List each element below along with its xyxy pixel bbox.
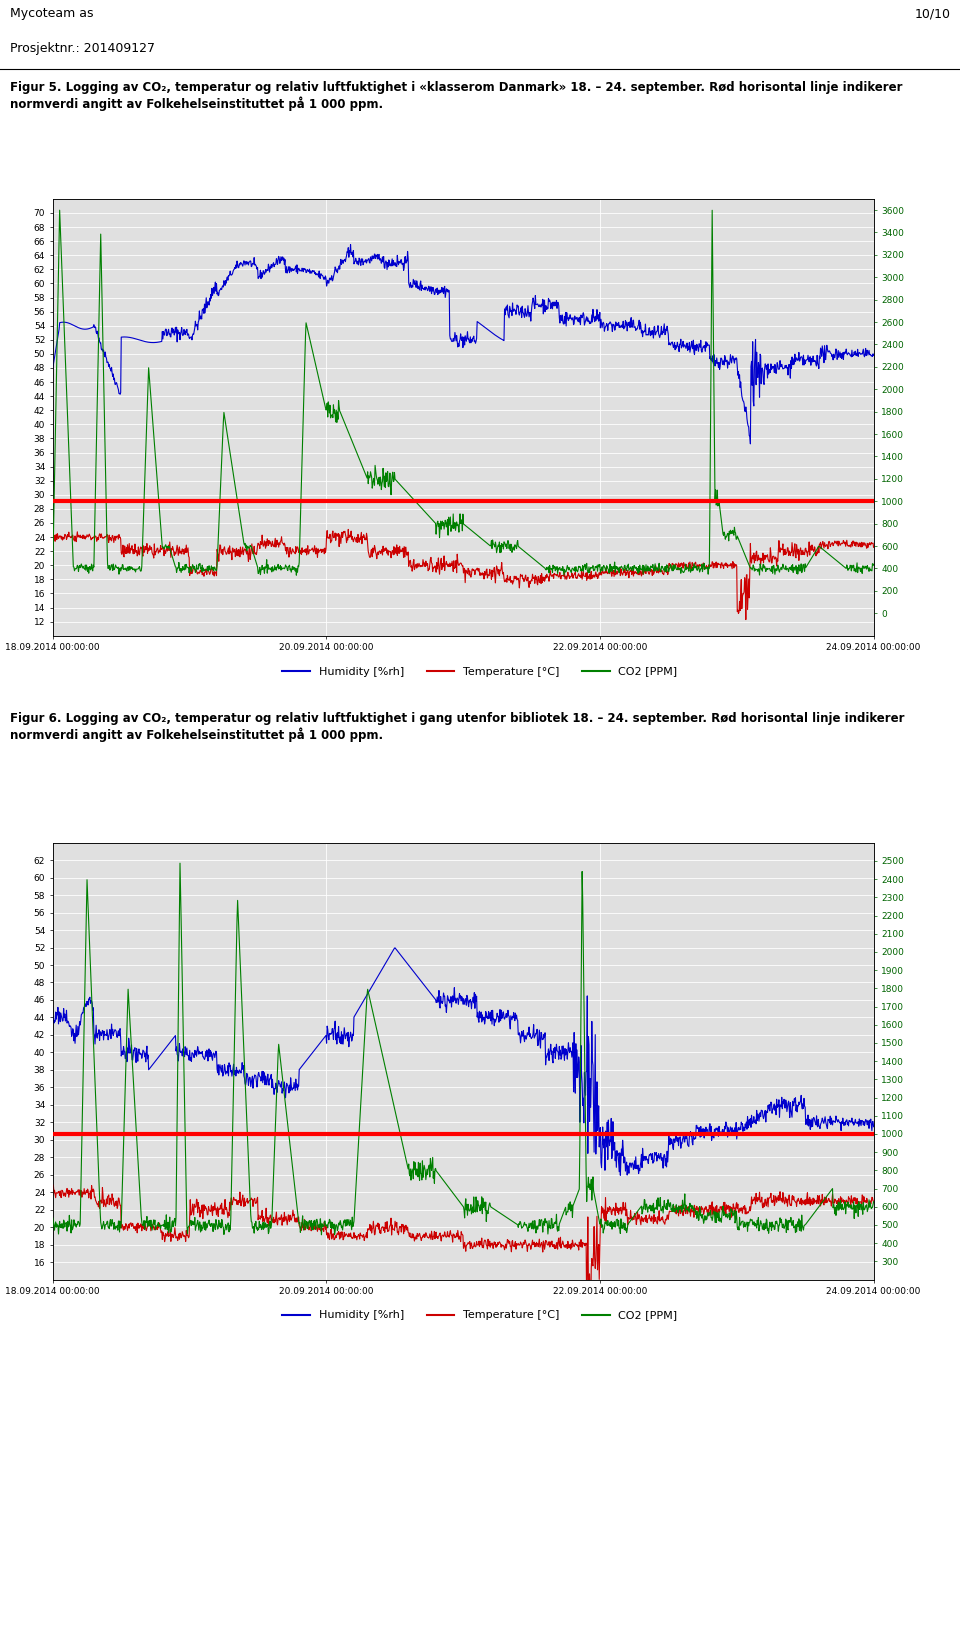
Text: Prosjektnr.: 201409127: Prosjektnr.: 201409127 <box>10 42 155 55</box>
Text: Figur 5. Logging av CO₂, temperatur og relativ luftfuktighet i «klasserom Danmar: Figur 5. Logging av CO₂, temperatur og r… <box>10 82 902 111</box>
Text: Mycoteam as: Mycoteam as <box>10 7 93 20</box>
Legend: Humidity [%rh], Temperature [°C], CO2 [PPM]: Humidity [%rh], Temperature [°C], CO2 [P… <box>278 662 682 681</box>
Legend: Humidity [%rh], Temperature [°C], CO2 [PPM]: Humidity [%rh], Temperature [°C], CO2 [P… <box>278 1306 682 1325</box>
Text: 10/10: 10/10 <box>914 7 950 20</box>
Text: Figur 6. Logging av CO₂, temperatur og relativ luftfuktighet i gang utenfor bibl: Figur 6. Logging av CO₂, temperatur og r… <box>10 712 904 742</box>
